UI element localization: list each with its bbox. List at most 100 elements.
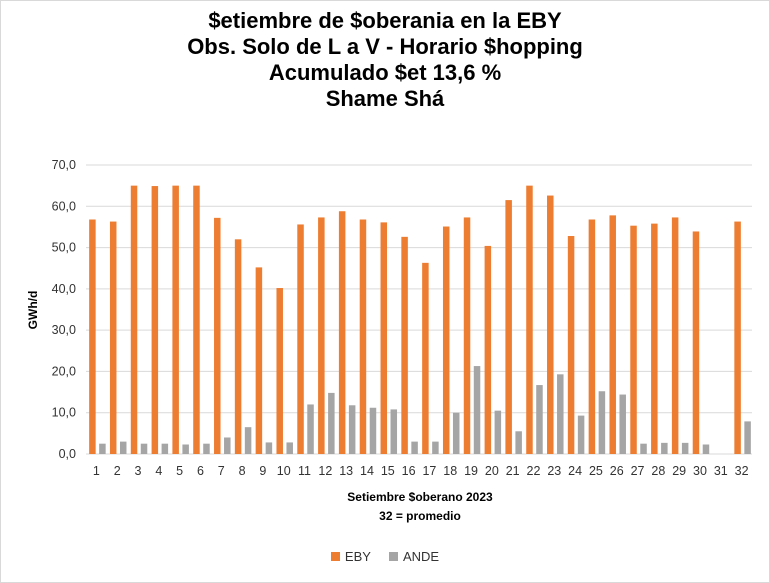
y-tick-label: 0,0 <box>59 447 76 461</box>
bar-eby-6 <box>193 185 200 454</box>
x-tick-label: 18 <box>443 464 457 478</box>
bar-ande-1 <box>99 443 106 454</box>
bar-ande-14 <box>369 407 377 454</box>
bar-ande-11 <box>307 404 314 454</box>
bar-ande-32 <box>744 421 751 454</box>
bar-eby-15 <box>380 222 388 454</box>
bar-eby-18 <box>442 226 450 454</box>
bar-eby-13 <box>338 211 346 454</box>
y-axis-label: GWh/d <box>26 291 40 330</box>
bar-ande-28 <box>661 442 668 454</box>
bar-eby-20 <box>484 245 492 454</box>
y-axis-ticks: 0,0 10,0 20,0 30,0 40,0 50,0 60,0 70,0 <box>52 158 76 461</box>
x-tick-label: 2 <box>114 464 121 478</box>
x-tick-label: 30 <box>693 464 707 478</box>
bar-eby-16 <box>401 236 408 454</box>
bar-ande-23 <box>557 374 564 454</box>
x-tick-label: 16 <box>402 464 416 478</box>
bars <box>89 185 751 454</box>
bar-ande-6 <box>203 443 210 454</box>
bar-eby-25 <box>588 219 596 454</box>
bar-ande-13 <box>348 405 356 454</box>
bar-ande-20 <box>494 410 502 454</box>
bar-ande-30 <box>702 444 710 454</box>
bar-eby-10 <box>276 288 283 454</box>
bar-ande-16 <box>411 441 418 454</box>
legend-item-eby: EBY <box>330 549 371 564</box>
x-tick-label: 1 <box>93 464 100 478</box>
x-tick-label: 9 <box>259 464 266 478</box>
x-tick-label: 4 <box>155 464 162 478</box>
bar-ande-17 <box>432 441 439 454</box>
legend-label-eby: EBY <box>344 549 371 564</box>
bar-eby-27 <box>630 225 637 454</box>
bar-eby-21 <box>505 200 512 454</box>
bar-ande-12 <box>328 392 335 454</box>
title-line-4: Shame Shá <box>325 86 445 111</box>
bar-eby-26 <box>609 215 616 454</box>
x-tick-label: 6 <box>197 464 204 478</box>
bar-eby-9 <box>255 267 263 454</box>
bar-ande-4 <box>161 443 169 454</box>
bar-eby-11 <box>297 224 304 454</box>
chart-title: $etiembre de $oberania en la EBY Obs. So… <box>0 8 770 112</box>
bar-eby-22 <box>526 185 533 454</box>
y-tick-label: 50,0 <box>52 241 76 255</box>
x-tick-label: 13 <box>339 464 353 478</box>
x-tick-label: 21 <box>506 464 520 478</box>
bar-eby-29 <box>671 217 679 454</box>
bar-ande-26 <box>619 394 626 454</box>
bar-eby-32 <box>734 221 741 454</box>
bar-ande-5 <box>182 444 189 454</box>
x-tick-label: 3 <box>135 464 142 478</box>
bar-eby-8 <box>234 239 242 454</box>
y-tick-label: 70,0 <box>52 158 76 172</box>
x-tick-label: 25 <box>589 464 603 478</box>
bar-ande-22 <box>536 385 543 454</box>
bar-ande-15 <box>390 409 398 454</box>
bar-eby-12 <box>318 217 325 454</box>
title-line-1: $etiembre de $oberania en la EBY <box>208 8 562 33</box>
bar-eby-23 <box>547 195 554 454</box>
bar-ande-8 <box>244 427 252 454</box>
legend-item-ande: ANDE <box>388 549 439 564</box>
x-tick-label: 23 <box>547 464 561 478</box>
title-line-3: Acumulado $et 13,6 % <box>268 60 502 85</box>
legend-swatch-ande <box>388 552 398 561</box>
bar-eby-19 <box>463 217 471 454</box>
x-tick-label: 29 <box>672 464 686 478</box>
y-tick-label: 10,0 <box>52 406 76 420</box>
x-tick-label: 32 <box>735 464 749 478</box>
x-tick-label: 20 <box>485 464 499 478</box>
y-tick-label: 40,0 <box>52 282 76 296</box>
bar-ande-2 <box>119 441 127 454</box>
bar-ande-24 <box>577 415 585 454</box>
x-tick-label: 11 <box>298 464 311 478</box>
bar-ande-27 <box>640 443 647 454</box>
x-tick-label: 7 <box>218 464 225 478</box>
x-tick-label: 15 <box>381 464 395 478</box>
x-tick-label: 14 <box>360 464 374 478</box>
bar-eby-1 <box>89 219 96 454</box>
bar-ande-9 <box>265 442 273 454</box>
bar-ande-19 <box>473 366 481 454</box>
legend: EBY ANDE <box>0 549 770 564</box>
bar-eby-2 <box>109 221 117 454</box>
bar-eby-17 <box>422 262 429 454</box>
x-tick-label: 31 <box>714 464 728 478</box>
bar-eby-14 <box>359 219 367 454</box>
y-tick-label: 60,0 <box>52 199 76 213</box>
bar-ande-7 <box>224 437 231 454</box>
x-axis-sublabel: 32 = promedio <box>379 509 461 523</box>
bar-eby-28 <box>651 223 658 454</box>
bar-ande-3 <box>140 443 148 454</box>
bar-eby-5 <box>172 185 179 454</box>
bar-eby-4 <box>151 186 159 454</box>
bar-ande-10 <box>286 442 293 454</box>
bar-ande-18 <box>452 412 460 454</box>
x-tick-label: 26 <box>610 464 624 478</box>
bar-eby-24 <box>567 236 575 454</box>
x-tick-label: 10 <box>277 464 291 478</box>
bar-ande-25 <box>598 391 606 454</box>
